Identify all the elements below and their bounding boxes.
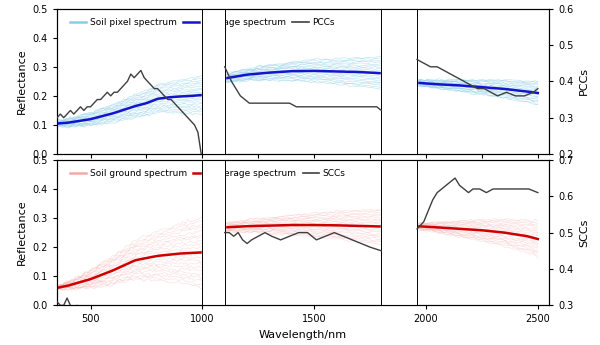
- Legend: Soil pixel spectrum, Average spectrum, PCCs: Soil pixel spectrum, Average spectrum, P…: [67, 14, 338, 31]
- Bar: [202, 9, 225, 154]
- Y-axis label: PCCs: PCCs: [579, 67, 589, 95]
- Bar: [381, 9, 417, 154]
- Y-axis label: Reflectance: Reflectance: [17, 49, 27, 114]
- Y-axis label: Reflectance: Reflectance: [17, 200, 27, 265]
- Legend: Soil ground spectrum, Average spectrum, SCCs: Soil ground spectrum, Average spectrum, …: [67, 166, 349, 182]
- Y-axis label: SCCs: SCCs: [579, 218, 589, 247]
- Bar: [381, 160, 417, 305]
- Bar: [202, 160, 225, 305]
- X-axis label: Wavelength/nm: Wavelength/nm: [259, 330, 347, 340]
